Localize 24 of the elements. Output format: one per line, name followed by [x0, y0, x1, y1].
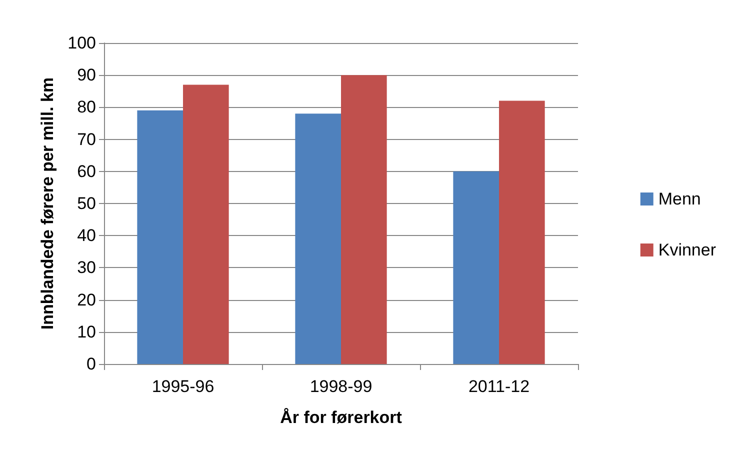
y-tick-label: 30 [77, 258, 96, 278]
x-tick-label: 2011-12 [468, 377, 530, 396]
bar [137, 110, 183, 364]
y-tick-label: 40 [77, 226, 96, 246]
bar [341, 75, 387, 364]
y-axis-title: Innblandede førere per mill. km [38, 77, 57, 330]
bar [183, 84, 229, 364]
x-axis-title: År for førerkort [280, 408, 402, 427]
y-tick-label: 80 [77, 98, 96, 117]
legend-label: Menn [658, 190, 701, 208]
y-tick-label: 0 [86, 354, 96, 374]
y-tick-label: 100 [68, 34, 96, 52]
legend-label: Kvinner [658, 240, 716, 260]
y-tick-label: 10 [77, 322, 96, 342]
y-tick-label: 90 [77, 66, 96, 85]
bar [295, 114, 341, 364]
y-tick-label: 20 [77, 290, 96, 310]
y-tick-label: 70 [77, 130, 96, 149]
y-tick-label: 50 [77, 194, 96, 213]
y-tick-label: 60 [77, 162, 96, 181]
x-tick-label: 1995-96 [152, 377, 214, 396]
bar [453, 171, 499, 364]
x-tick-label: 1998-99 [310, 377, 372, 396]
bar [499, 100, 545, 364]
